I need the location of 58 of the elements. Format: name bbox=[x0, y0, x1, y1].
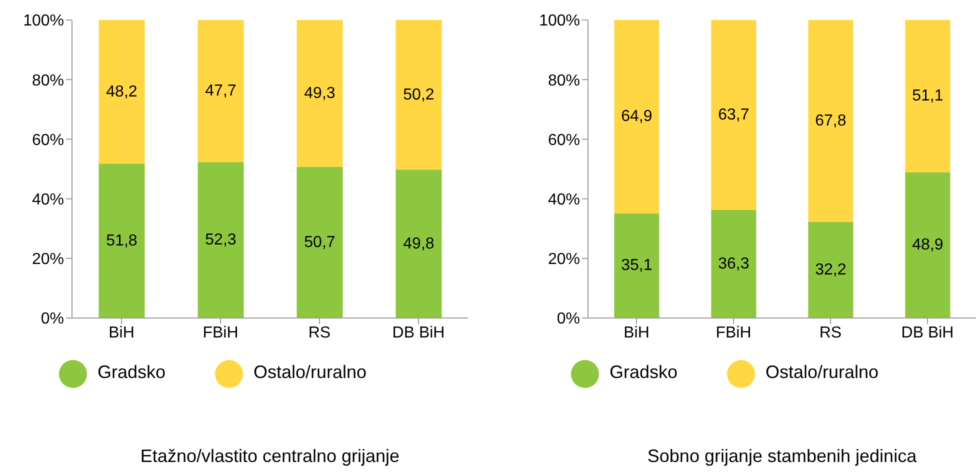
legend-label: Gradsko bbox=[609, 362, 678, 382]
y-tick-label: 80% bbox=[32, 72, 64, 90]
data-label: 64,9 bbox=[621, 108, 652, 126]
x-tick-label: BiH bbox=[624, 324, 650, 342]
text: Etažno/vlastito centralno grijanje bbox=[139, 446, 401, 467]
data-label: 32,2 bbox=[815, 262, 846, 279]
bar bbox=[98, 164, 145, 318]
data-label: 63,7 bbox=[718, 106, 750, 124]
data-label: 48,9 bbox=[912, 236, 944, 254]
x-tick-label: DB BiH bbox=[901, 324, 954, 342]
data-label: 50,7 bbox=[304, 234, 336, 251]
text: Sobno grijanje stambenih jedinica bbox=[646, 446, 918, 467]
data-label: 35,1 bbox=[621, 257, 652, 274]
bar bbox=[296, 20, 343, 167]
bar bbox=[614, 213, 660, 318]
y-tick-label: 80% bbox=[548, 72, 580, 90]
x-tick-label: DB BiH bbox=[392, 324, 445, 342]
legend-label: Gradsko bbox=[97, 362, 166, 382]
bar bbox=[905, 172, 950, 318]
data-label: 49,3 bbox=[304, 84, 336, 102]
bar bbox=[198, 20, 244, 162]
bar bbox=[905, 20, 950, 172]
x-tick-label: RS bbox=[308, 324, 331, 342]
y-tick-label: 40% bbox=[548, 191, 580, 208]
bar bbox=[808, 20, 854, 222]
data-label: 47,7 bbox=[205, 82, 236, 100]
bar bbox=[396, 20, 442, 170]
legend-label: Ostalo/ruralno bbox=[253, 362, 367, 382]
data-label: 36,3 bbox=[718, 255, 750, 272]
x-tick-label: RS bbox=[819, 324, 842, 342]
y-tick-label: 60% bbox=[32, 132, 64, 149]
bar bbox=[614, 20, 660, 214]
bar bbox=[396, 170, 442, 318]
legend-label: Ostalo/ruralno bbox=[765, 362, 879, 382]
bar bbox=[711, 20, 756, 210]
y-tick-label: 20% bbox=[548, 251, 580, 268]
bar bbox=[198, 162, 244, 318]
data-label: 48,2 bbox=[106, 83, 138, 100]
bar bbox=[711, 210, 756, 318]
y-tick-label: 20% bbox=[32, 251, 64, 268]
x-tick-label: FBiH bbox=[716, 324, 752, 342]
y-tick-label: 40% bbox=[32, 191, 64, 208]
data-label: 50,2 bbox=[403, 86, 434, 104]
x-tick-label: BiH bbox=[108, 324, 134, 342]
data-label: 52,3 bbox=[205, 232, 236, 249]
bar bbox=[98, 20, 145, 164]
data-label: 67,8 bbox=[815, 112, 846, 130]
bar bbox=[296, 166, 343, 318]
bar bbox=[808, 222, 854, 318]
data-label: 49,8 bbox=[403, 235, 434, 252]
data-label: 51,1 bbox=[912, 88, 944, 105]
y-tick-label: 0% bbox=[556, 310, 580, 328]
y-tick-label: 0% bbox=[40, 310, 64, 328]
y-tick-label: 100% bbox=[539, 12, 580, 30]
y-tick-label: 60% bbox=[548, 132, 580, 149]
x-tick-label: FBiH bbox=[202, 324, 238, 342]
data-label: 51,8 bbox=[106, 232, 138, 250]
y-tick-label: 100% bbox=[23, 12, 64, 30]
